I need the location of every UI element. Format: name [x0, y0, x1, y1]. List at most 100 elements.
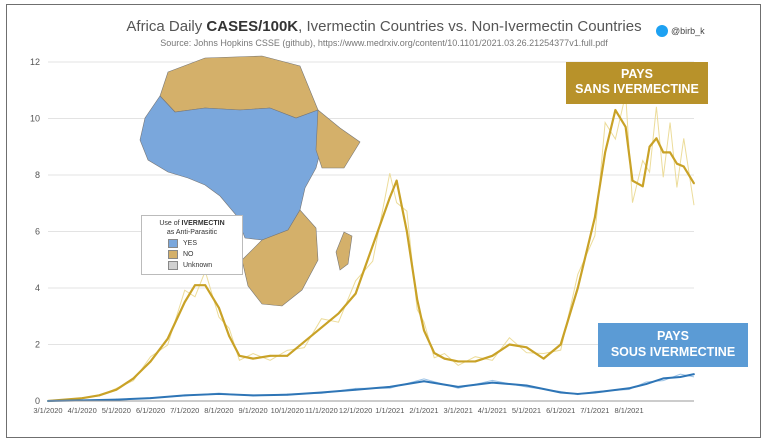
data-point	[614, 109, 617, 111]
data-point	[525, 346, 528, 349]
data-point	[149, 360, 152, 363]
legend-item: YES	[168, 239, 242, 248]
y-tick-label: 2	[35, 340, 40, 350]
data-point	[388, 196, 391, 199]
data-point	[662, 151, 665, 154]
label-line: PAYS	[621, 67, 653, 81]
data-point	[491, 354, 494, 357]
data-point	[593, 216, 596, 219]
legend-label: YES	[183, 240, 198, 247]
y-tick-label: 4	[35, 283, 40, 293]
data-point	[423, 329, 425, 332]
axes: 0 2 4 6 8 10 12 3/1/2020 4/1/2020 5/1/2020 6/1/202…	[30, 57, 694, 415]
data-point	[669, 151, 671, 154]
africa-map	[139, 55, 361, 307]
legend-title: Use of IVERMECTIN as Anti-Parasitic	[159, 220, 225, 236]
x-tick-label: 10/1/2020	[271, 406, 304, 415]
x-tick-label: 7/1/2021	[580, 406, 609, 415]
x-tick-label: 3/1/2020	[33, 406, 62, 415]
data-point	[662, 377, 665, 380]
data-point	[423, 380, 425, 383]
x-tick-label: 3/1/2021	[444, 406, 473, 415]
africa-horn	[315, 109, 361, 169]
label-sous-ivermectine: PAYS SOUS IVERMECTINE	[598, 323, 748, 367]
data-point	[525, 384, 528, 387]
series-line	[47, 373, 695, 402]
data-point	[641, 185, 644, 188]
data-point	[576, 393, 579, 395]
x-tick-label: 11/1/2020	[305, 406, 338, 415]
twitter-bird-icon	[656, 25, 668, 37]
data-point	[320, 326, 323, 329]
y-tick-label: 0	[35, 396, 40, 406]
data-point	[98, 394, 101, 397]
x-tick-label: 5/1/2021	[512, 406, 541, 415]
data-point	[115, 398, 118, 401]
data-point	[320, 391, 323, 394]
chart-title: Africa Daily CASES/100K, Ivermectin Coun…	[126, 18, 642, 35]
legend: Use of IVERMECTIN as Anti-Parasitic YES …	[141, 215, 243, 275]
x-tick-label: 2/1/2021	[409, 406, 438, 415]
y-tick-label: 8	[35, 170, 40, 180]
africa-north	[159, 55, 319, 119]
x-tick-label: 4/1/2021	[478, 406, 507, 415]
legend-swatch	[168, 261, 178, 270]
x-tick-label: 6/1/2020	[136, 406, 165, 415]
data-point	[166, 337, 169, 340]
data-point	[542, 357, 545, 360]
data-point	[416, 298, 419, 301]
africa-south	[241, 209, 319, 307]
data-point	[194, 284, 196, 287]
data-point	[183, 394, 186, 397]
data-point	[303, 340, 306, 343]
data-point	[388, 385, 391, 388]
data-point	[682, 165, 685, 168]
data-point	[354, 388, 357, 391]
series-noise	[47, 93, 695, 402]
data-point	[395, 179, 398, 182]
data-point	[679, 376, 682, 378]
data-point	[693, 373, 695, 376]
x-tick-label: 5/1/2020	[102, 406, 131, 415]
label-line: PAYS	[657, 329, 689, 343]
data-point	[228, 335, 231, 337]
chart-subtitle: Source: Johns Hopkins CSSE (github), htt…	[160, 38, 608, 48]
data-point	[645, 383, 648, 385]
legend-swatch	[168, 239, 178, 248]
x-tick-label: 9/1/2020	[238, 406, 267, 415]
legend-label: NO	[183, 251, 194, 258]
data-point	[491, 381, 494, 384]
x-tick-label: 6/1/2021	[546, 406, 575, 415]
data-point	[457, 385, 460, 388]
data-point	[269, 354, 272, 357]
legend-label: Unknown	[183, 262, 213, 269]
data-point	[115, 388, 118, 391]
data-point	[238, 354, 241, 357]
data-point	[354, 292, 357, 295]
data-point	[559, 391, 562, 394]
data-point	[693, 182, 695, 185]
data-point	[433, 352, 436, 354]
data-point	[286, 393, 289, 396]
data-point	[576, 287, 579, 289]
series-group	[47, 93, 695, 403]
data-point	[628, 387, 630, 390]
legend-swatch	[168, 250, 178, 259]
x-tick-label: 7/1/2020	[170, 406, 199, 415]
data-point	[559, 343, 562, 346]
data-point	[371, 244, 374, 247]
data-point	[457, 360, 460, 363]
data-point	[252, 357, 254, 360]
y-tick-label: 10	[30, 114, 40, 124]
data-point	[252, 394, 254, 397]
data-point	[217, 306, 220, 309]
data-point	[593, 391, 596, 394]
twitter-handle[interactable]: @birb_k	[656, 25, 705, 37]
label-sans-ivermectine: PAYS SANS IVERMECTINE	[566, 62, 708, 104]
data-point	[604, 151, 607, 154]
x-tick-label: 4/1/2020	[68, 406, 97, 415]
label-line: SANS IVERMECTINE	[575, 82, 699, 96]
data-point	[81, 397, 84, 400]
data-point	[405, 230, 408, 233]
